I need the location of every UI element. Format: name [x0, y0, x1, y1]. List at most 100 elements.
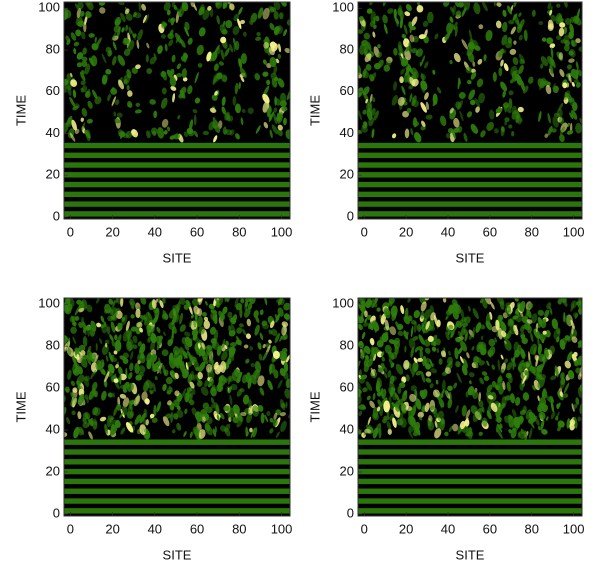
speckle [236, 377, 241, 384]
speckle [473, 355, 480, 365]
speckle [88, 33, 95, 38]
speckle [524, 370, 529, 376]
speckle [229, 394, 233, 406]
speckle [358, 29, 364, 34]
speckle [493, 128, 499, 134]
speckle [429, 383, 434, 389]
speckle [212, 117, 216, 122]
speckle [279, 412, 286, 417]
speckle [235, 339, 242, 346]
speckle [362, 109, 367, 115]
speckle [107, 392, 113, 398]
speckle [552, 116, 559, 128]
speckle [506, 309, 512, 317]
speckle [401, 57, 409, 67]
speckle [107, 415, 115, 421]
speckle [417, 411, 424, 418]
speckle [381, 332, 389, 343]
heatmap-texture [358, 298, 582, 516]
speckle [283, 29, 288, 37]
speckle [283, 302, 290, 311]
speckle [280, 2, 287, 7]
speckle [284, 388, 290, 399]
speckle [525, 409, 533, 420]
speckle [146, 68, 153, 74]
speckle [262, 71, 269, 77]
speckle [179, 298, 186, 305]
speckle [224, 423, 231, 433]
speckle [416, 48, 424, 57]
speckle [80, 117, 84, 122]
speckle [262, 7, 270, 20]
speckle [105, 342, 108, 348]
speckle [229, 129, 235, 136]
speckle [167, 400, 172, 406]
speckle [478, 360, 485, 366]
speckle [542, 388, 548, 399]
speckle [168, 39, 174, 47]
speckle [359, 43, 366, 55]
speckle [166, 126, 171, 132]
speckle [405, 4, 412, 12]
speckle [126, 85, 130, 91]
speckle [522, 85, 529, 94]
speckle [360, 311, 364, 324]
speckle [500, 81, 508, 92]
speckle [380, 351, 385, 357]
speckle [422, 406, 426, 412]
speckle [213, 135, 218, 143]
speckle [153, 110, 158, 119]
speckle [116, 403, 122, 411]
speckle [249, 427, 253, 433]
speckle [80, 71, 86, 82]
speckle [183, 52, 188, 59]
speckle [513, 2, 518, 8]
speckle [464, 419, 470, 427]
speckle [173, 399, 180, 408]
x-tick-label: 100 [563, 521, 585, 536]
speckle [203, 320, 211, 330]
speckle [229, 352, 235, 361]
speckle [220, 425, 226, 432]
speckle [512, 13, 518, 21]
speckle [94, 390, 98, 398]
speckle [403, 330, 409, 340]
speckle [84, 412, 91, 420]
speckle [481, 298, 488, 309]
speckle [156, 401, 162, 413]
speckle [449, 107, 454, 114]
speckle [466, 352, 470, 359]
speckle [255, 125, 261, 134]
speckle [507, 414, 513, 420]
speckle [438, 398, 445, 408]
speckle [429, 358, 433, 367]
speckle [133, 395, 141, 407]
speckle [544, 133, 549, 138]
speckle [499, 300, 505, 310]
speckle [467, 386, 475, 396]
speckle [445, 315, 449, 320]
speckle [512, 355, 516, 363]
speckle [415, 49, 419, 56]
speckle [538, 110, 542, 122]
speckle [262, 93, 270, 104]
speckle [228, 325, 232, 333]
speckle [73, 426, 80, 439]
speckle [569, 16, 575, 23]
speckle [252, 427, 258, 438]
speckle [80, 80, 86, 86]
y-tick-label: 40 [340, 125, 354, 140]
plot-frame [357, 1, 583, 220]
speckle [149, 389, 153, 395]
speckle [269, 320, 275, 329]
speckle [402, 391, 408, 402]
speckle [156, 339, 161, 351]
y-tick-label: 0 [53, 208, 60, 223]
speckle [202, 130, 210, 136]
speckle [394, 340, 400, 350]
speckle [225, 113, 231, 122]
speckle [372, 412, 380, 421]
speckle [550, 14, 557, 22]
speckle [113, 111, 117, 117]
speckle [373, 110, 379, 121]
